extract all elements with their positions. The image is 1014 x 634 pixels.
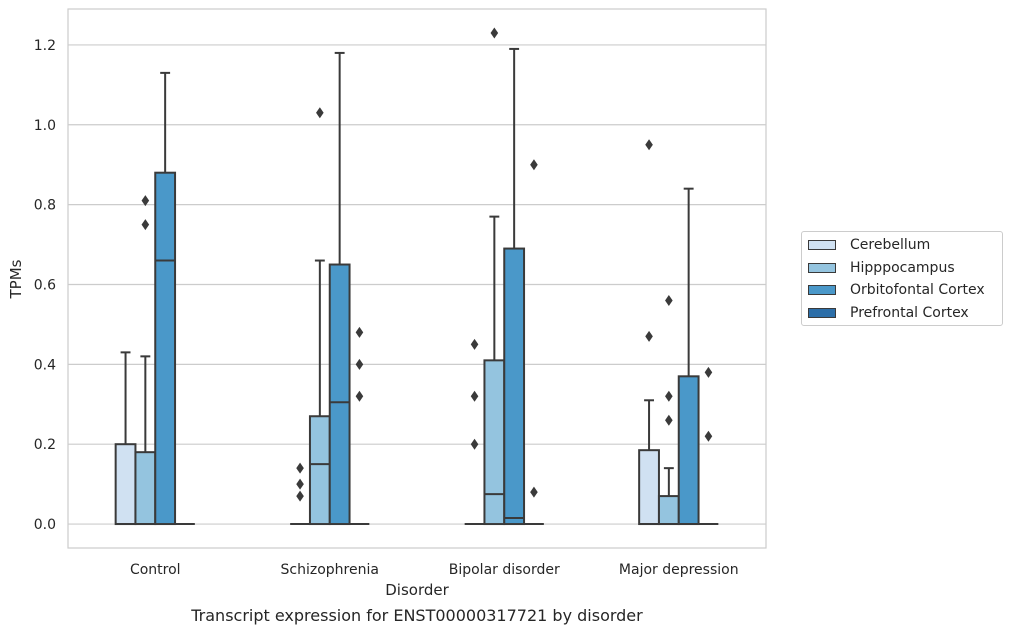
outlier-point [296,490,304,502]
legend-swatch-prefrontal-cortex [808,308,836,318]
outlier-point [470,438,479,450]
box-3-2 [524,159,544,526]
x-tick-label: Control [130,562,181,578]
legend-item-cerebellum: Cerebellum [808,235,930,255]
legend-swatch-hippocampus [808,263,836,273]
outlier-point [530,486,538,498]
box-2-0 [154,71,177,526]
x-tick-label: Bipolar disorder [449,562,560,578]
outlier-point [704,430,713,442]
box-body [677,375,700,526]
box-body [134,451,157,526]
legend-item-orbitofrontal-cortex: Orbitofontal Cortex [808,280,985,300]
y-tick-label: 0.4 [34,357,56,373]
box-1-1 [308,107,331,526]
outlier-point [490,27,499,39]
legend-swatch-cerebellum [808,240,836,250]
box-1-0 [134,195,157,526]
box-body [657,495,680,526]
outlier-point [470,338,479,350]
box-body [503,247,526,526]
box-0-1 [290,462,310,526]
outlier-point [645,330,653,342]
x-axis-title: Disorder [385,581,449,599]
outlier-point [141,195,150,207]
y-tick-labels: 0.0 0.2 0.4 0.6 0.8 1.0 1.2 [34,38,56,533]
y-tick-label: 0.8 [34,198,56,214]
box-0-0 [114,351,137,526]
outlier-point [141,219,150,231]
y-axis-title: TPMs [7,259,25,299]
outlier-point [530,159,538,171]
box-body [154,171,177,526]
box-body [114,443,137,526]
outlier-point [355,326,364,338]
box-2-2 [503,47,526,526]
legend: Cerebellum Hipppocampus Orbitofontal Cor… [801,231,1003,326]
legend-label: Cerebellum [850,237,931,253]
box-body [328,263,351,526]
box-0-3 [638,139,660,526]
box-3-3 [698,366,719,526]
y-tick-label: 0.0 [34,517,56,533]
y-tick-label: 0.2 [34,437,56,453]
y-tick-label: 0.6 [34,277,56,293]
box-body [483,359,506,526]
legend-label: Hipppocampus [850,260,955,276]
box-2-3 [677,187,700,526]
x-tick-label: Major depression [619,562,739,578]
outlier-point [470,390,479,402]
outlier-point [704,366,713,378]
legend-item-hippocampus: Hipppocampus [808,258,955,278]
x-tick-label: Schizophrenia [281,562,379,578]
outlier-point [316,107,324,119]
box-3-1 [349,326,370,526]
box-body [638,449,660,526]
legend-label: Orbitofontal Cortex [850,282,985,298]
y-tick-label: 1.0 [34,118,56,134]
outlier-point [665,390,673,402]
outlier-point [296,478,304,490]
box-2-1 [328,51,351,526]
outlier-point [645,139,653,151]
outlier-point [355,390,364,402]
legend-label: Prefrontal Cortex [850,305,969,321]
outlier-point [665,414,673,426]
box-0-2 [464,338,485,526]
outlier-point [355,358,364,370]
legend-swatch-orbitofrontal-cortex [808,285,836,295]
box-body [308,415,331,526]
figure-caption: Transcript expression for ENST0000031772… [191,606,643,625]
outlier-point [665,294,673,306]
box-series [114,27,719,526]
outlier-point [296,462,304,474]
y-tick-label: 1.2 [34,38,56,54]
legend-item-prefrontal-cortex: Prefrontal Cortex [808,303,969,323]
x-tick-labels: Control Schizophrenia Bipolar disorder Majo… [130,562,739,578]
